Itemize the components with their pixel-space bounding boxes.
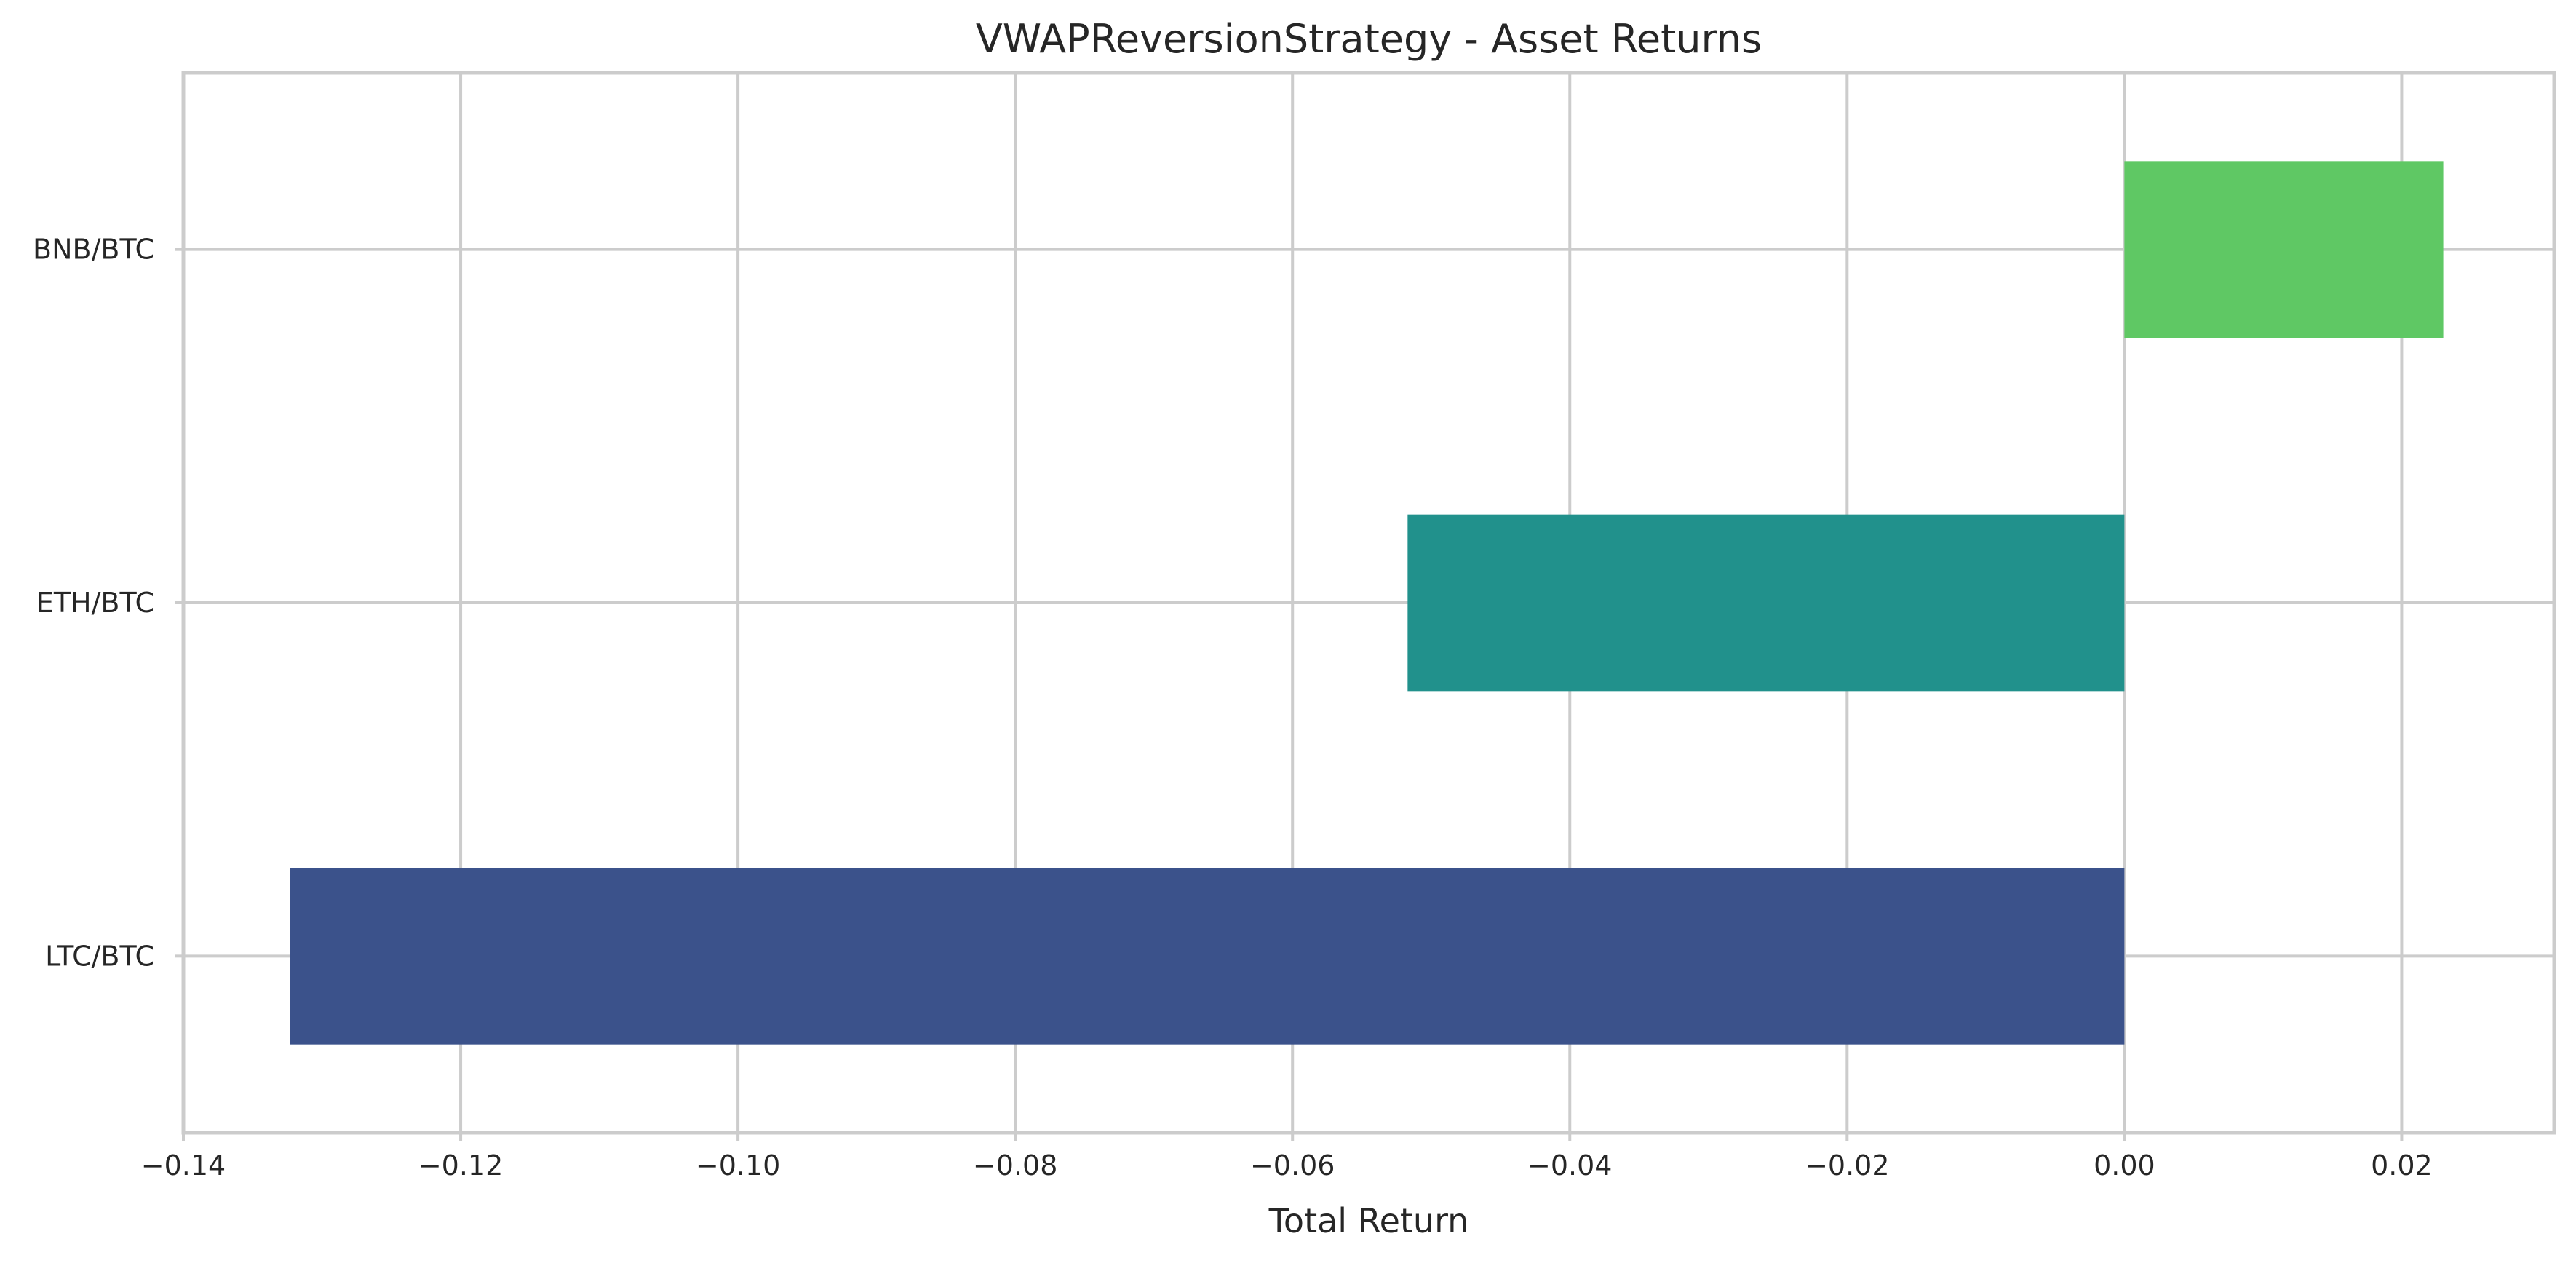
x-axis-label: Total Return <box>1268 1201 1469 1240</box>
y-tick-label: LTC/BTC <box>45 940 154 972</box>
x-tick-label: −0.02 <box>1805 1149 1889 1181</box>
x-tick-label: −0.08 <box>973 1149 1057 1181</box>
x-tick-label: 0.00 <box>2094 1149 2155 1181</box>
chart-title: VWAPReversionStrategy - Asset Returns <box>976 16 1762 62</box>
x-tick-label: 0.02 <box>2371 1149 2433 1181</box>
x-tick-label: −0.12 <box>418 1149 503 1181</box>
bar-ltc-btc <box>290 868 2125 1045</box>
y-tick-label: ETH/BTC <box>36 587 154 619</box>
y-tick-label: BNB/BTC <box>33 234 154 266</box>
bars <box>290 161 2444 1045</box>
bar-eth-btc <box>1407 514 2125 692</box>
bar-bnb-btc <box>2124 161 2444 338</box>
x-tick-label: −0.10 <box>696 1149 780 1181</box>
ticks: −0.14 −0.12 −0.10 −0.08 −0.06 −0.04 −0.02 0.00 0… <box>33 234 2433 1181</box>
x-tick-label: −0.04 <box>1527 1149 1612 1181</box>
x-tick-label: −0.06 <box>1250 1149 1335 1181</box>
x-tick-label: −0.14 <box>141 1149 226 1181</box>
